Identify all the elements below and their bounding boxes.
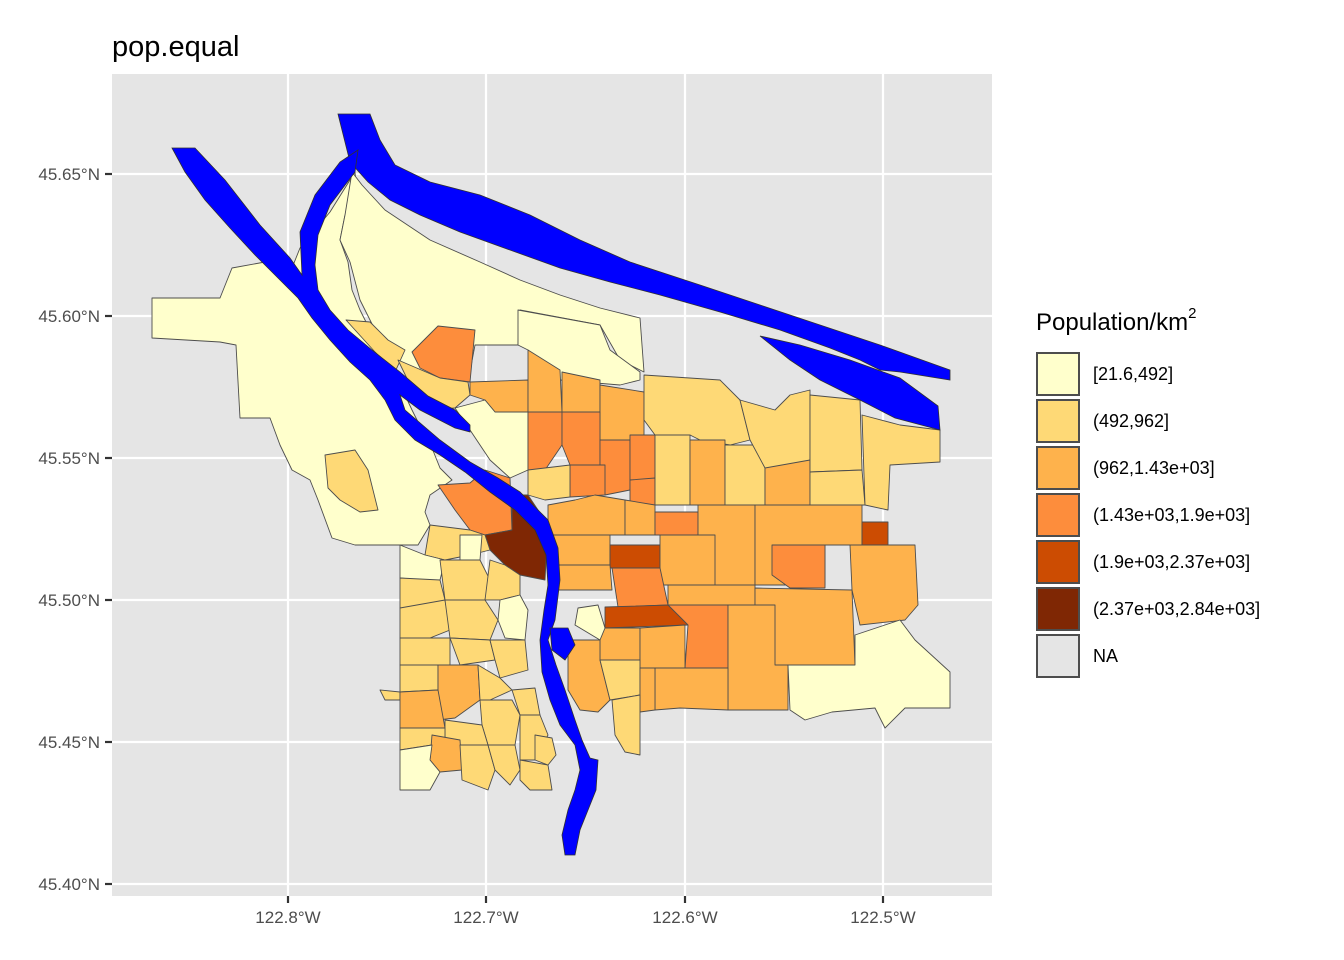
willamette-island bbox=[549, 627, 576, 661]
legend-key-swatch bbox=[1036, 446, 1080, 490]
neighborhood-polygon bbox=[489, 639, 529, 679]
legend-title-text: Population/km bbox=[1036, 309, 1188, 336]
neighborhood-polygon bbox=[399, 599, 451, 641]
neighborhood-polygon bbox=[599, 439, 631, 496]
legend-title-superscript: 2 bbox=[1188, 305, 1196, 322]
neighborhood-polygon bbox=[861, 414, 941, 511]
legend-key-label: (962,1.43e+03] bbox=[1093, 458, 1215, 478]
columbia-river bbox=[337, 113, 951, 381]
neighborhood-polygon bbox=[599, 627, 641, 661]
x-tick-label: 122.7°W bbox=[453, 908, 518, 927]
legend-key-swatch bbox=[1036, 352, 1080, 396]
legend-key-swatch bbox=[1036, 634, 1080, 678]
legend-key-label: (1.43e+03,1.9e+03] bbox=[1093, 505, 1250, 525]
legend-title: Population/km2 bbox=[1036, 305, 1196, 336]
neighborhood-polygon bbox=[324, 449, 379, 513]
legend: Population/km2 [21.6,492] (492,962] (962,1… bbox=[1036, 305, 1260, 678]
neighborhood-polygon bbox=[444, 599, 499, 641]
neighborhood-polygon bbox=[654, 667, 729, 711]
neighborhood-polygon bbox=[629, 477, 656, 506]
neighborhood-polygon bbox=[459, 534, 483, 561]
y-tick-label: 45.50°N bbox=[38, 591, 100, 610]
neighborhood-polygon bbox=[689, 439, 726, 506]
x-axis: 122.8°W 122.7°W 122.6°W 122.5°W bbox=[255, 896, 916, 927]
neighborhood-polygon bbox=[659, 534, 716, 586]
neighborhood-polygon bbox=[787, 619, 951, 729]
neighborhood-polygon bbox=[849, 544, 919, 626]
legend-key-swatch bbox=[1036, 493, 1080, 537]
map-title: pop.equal bbox=[112, 31, 239, 63]
neighborhood-polygon bbox=[459, 744, 496, 791]
legend-key-swatch bbox=[1036, 540, 1080, 584]
y-tick-label: 45.65°N bbox=[38, 165, 100, 184]
y-tick-label: 45.40°N bbox=[38, 875, 100, 894]
legend-key-label: [21.6,492] bbox=[1093, 364, 1173, 384]
neighborhood-polygon bbox=[534, 734, 557, 766]
neighborhood-polygon bbox=[519, 759, 553, 791]
neighborhood-polygon bbox=[654, 511, 699, 536]
neighborhood-polygon bbox=[667, 584, 756, 606]
neighborhood-polygon bbox=[399, 637, 451, 666]
neighborhood-polygon bbox=[527, 411, 563, 471]
neighborhood-polygon bbox=[399, 689, 446, 729]
neighborhood-polygon bbox=[609, 544, 661, 569]
legend-key-label: NA bbox=[1093, 646, 1118, 666]
y-tick-label: 45.45°N bbox=[38, 733, 100, 752]
y-axis: 45.65°N 45.60°N 45.55°N 45.50°N 45.45°N … bbox=[38, 165, 112, 894]
y-tick-label: 45.55°N bbox=[38, 449, 100, 468]
rivers bbox=[171, 113, 951, 856]
neighborhood-polygon bbox=[639, 624, 686, 669]
neighborhood-polygon bbox=[487, 744, 521, 786]
neighborhood-polygon bbox=[561, 411, 601, 466]
neighborhood-polygon bbox=[654, 434, 691, 506]
legend-key-label: (2.37e+03,2.84e+03] bbox=[1093, 599, 1260, 619]
neighborhood-polygon bbox=[611, 694, 641, 756]
legend-key-label: (492,962] bbox=[1093, 411, 1169, 431]
neighborhood-polygon bbox=[611, 567, 669, 608]
willamette-river bbox=[171, 147, 599, 856]
neighborhood-polygon bbox=[639, 667, 656, 713]
neighborhood-polygon bbox=[399, 744, 441, 791]
x-tick-label: 122.6°W bbox=[652, 908, 717, 927]
neighborhood-polygons bbox=[151, 171, 951, 791]
neighborhood-polygon bbox=[771, 544, 826, 589]
y-tick-label: 45.60°N bbox=[38, 307, 100, 326]
neighborhood-polygon bbox=[399, 664, 439, 693]
neighborhood-polygon bbox=[527, 464, 571, 501]
legend-key-swatch bbox=[1036, 587, 1080, 631]
neighborhood-polygon bbox=[809, 469, 866, 506]
neighborhood-polygon bbox=[567, 639, 611, 713]
legend-key-swatch bbox=[1036, 399, 1080, 443]
neighborhood-polygon bbox=[439, 559, 491, 601]
x-tick-label: 122.5°W bbox=[850, 908, 915, 927]
neighborhood-polygon bbox=[477, 664, 513, 701]
columbia-river-channel bbox=[759, 335, 941, 431]
neighborhood-polygon bbox=[629, 434, 656, 481]
neighborhood-polygon bbox=[574, 604, 606, 641]
neighborhood-polygon bbox=[809, 394, 863, 473]
neighborhood-polygon bbox=[569, 464, 606, 498]
x-tick-label: 122.8°W bbox=[255, 908, 320, 927]
legend-key-label: (1.9e+03,2.37e+03] bbox=[1093, 552, 1250, 572]
neighborhood-polygon bbox=[764, 459, 811, 506]
neighborhood-polygon bbox=[861, 521, 889, 546]
neighborhood-polygon bbox=[624, 499, 656, 536]
neighborhood-polygon bbox=[599, 384, 645, 441]
